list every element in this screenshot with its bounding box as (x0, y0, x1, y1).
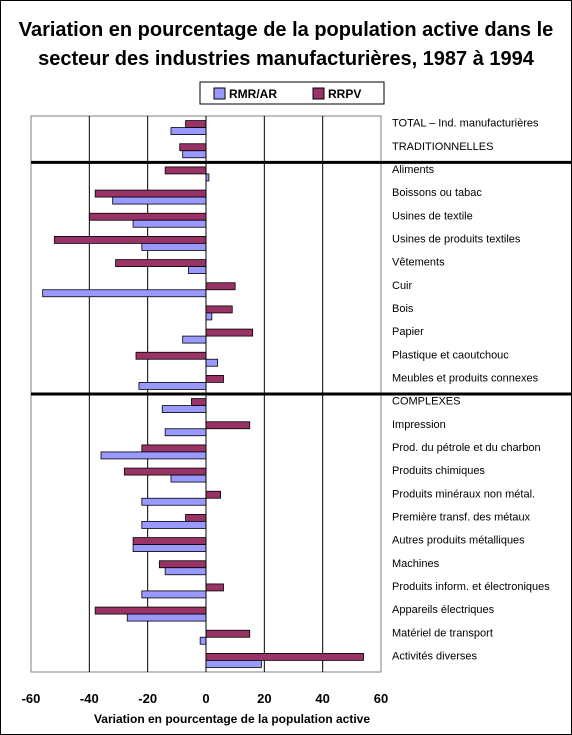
bar-rmr-ar-9 (182, 335, 207, 344)
category-label: TOTAL – Ind. manufacturières (392, 118, 539, 130)
bar-rrpv-13 (205, 421, 251, 430)
category-label: Première transf. des métaux (392, 511, 531, 523)
bar-rrpv-3 (94, 189, 207, 198)
x-tick-label: -60 (22, 691, 41, 706)
bar-rmr-ar-11 (138, 382, 207, 390)
bar-rmr-ar-12 (161, 405, 207, 413)
bar-rrpv-16 (205, 490, 221, 499)
bar-rrpv-7 (205, 282, 236, 291)
category-label: Papier (392, 326, 424, 338)
category-label: Matériel de transport (392, 627, 493, 639)
bar-rmr-ar-16 (141, 497, 207, 506)
category-label: Activités diverses (392, 650, 477, 662)
category-label: Cuir (392, 280, 413, 292)
bar-rrpv-20 (205, 583, 224, 592)
group-separators (31, 160, 572, 396)
chart-title: Variation en pourcentage de la populatio… (18, 19, 554, 70)
bar-rrpv-19 (158, 560, 207, 569)
bar-rmr-ar-20 (141, 590, 207, 599)
x-tick-label: -20 (138, 691, 157, 706)
bar-rrpv-6 (115, 259, 207, 267)
category-label: Produits minéraux non métal. (392, 488, 535, 500)
category-label: Impression (392, 419, 446, 431)
category-label: Prod. du pétrole et du charbon (392, 442, 541, 454)
category-label: Machines (392, 558, 440, 570)
bar-rrpv-14 (141, 444, 207, 453)
x-axis-label: Variation en pourcentage de la populatio… (94, 712, 370, 726)
bar-rmr-ar-3 (112, 196, 207, 205)
category-label: Produits chimiques (392, 465, 485, 477)
bar-rmr-ar-17 (141, 521, 207, 529)
bar-rmr-ar-18 (132, 544, 207, 552)
bar-rrpv-4 (88, 212, 207, 221)
category-label: TRADITIONNELLES (392, 141, 493, 153)
bar-rmr-ar-14 (100, 451, 207, 460)
category-label: Appareils électriques (392, 604, 495, 616)
bar-rrpv-2 (164, 166, 207, 175)
bar-rmr-ar-10 (205, 358, 219, 367)
legend-label-rmr-ar: RMR/AR (229, 87, 277, 101)
bar-rrpv-10 (135, 351, 207, 360)
bar-rrpv-23 (205, 653, 364, 661)
bar-rrpv-21 (94, 606, 207, 615)
bar-rmr-ar-21 (126, 613, 207, 622)
bar-rrpv-9 (205, 328, 254, 337)
bar-rrpv-15 (123, 467, 207, 476)
category-label: Plastique et caoutchouc (392, 349, 509, 361)
category-label: Meubles et produits connexes (392, 372, 539, 384)
x-tick-label: 0 (202, 691, 209, 706)
bar-rrpv-17 (185, 514, 207, 522)
category-label: Produits inform. et électroniques (392, 581, 550, 593)
category-label: Bois (392, 303, 414, 315)
bar-rrpv-18 (132, 537, 207, 545)
bar-rmr-ar-8 (205, 312, 213, 321)
x-tick-labels: -60 -40 -20 0 20 40 60 (22, 691, 389, 706)
bar-rmr-ar-7 (42, 289, 207, 298)
bar-rrpv-5 (53, 236, 207, 244)
bar-rmr-ar-19 (164, 567, 207, 576)
bar-rmr-ar-6 (188, 266, 207, 274)
legend-swatch-rrpv (312, 87, 325, 100)
category-label: Autres produits métalliques (392, 535, 525, 547)
bar-rmr-ar-15 (170, 474, 207, 483)
bar-rrpv-12 (191, 398, 207, 406)
bar-rrpv-8 (205, 305, 233, 314)
category-labels: TOTAL – Ind. manufacturières TRADITIONNEL… (392, 118, 550, 663)
legend: RMR/AR RRPV (199, 81, 385, 105)
category-label: Usines de textile (392, 210, 473, 222)
category-label: COMPLEXES (392, 396, 460, 408)
legend-label-rrpv: RRPV (328, 87, 361, 101)
bar-rmr-ar-0 (170, 127, 207, 135)
bar-rmr-ar-22 (199, 636, 207, 645)
bar-rmr-ar-5 (141, 243, 207, 251)
x-tick-label: 60 (374, 691, 388, 706)
category-label: Aliments (392, 164, 435, 176)
category-label: Usines de produits textiles (392, 233, 521, 245)
x-tick-label: 20 (257, 691, 271, 706)
bar-rmr-ar-1 (182, 150, 207, 159)
x-tick-label: -40 (80, 691, 99, 706)
bar-rmr-ar-13 (164, 428, 207, 437)
bars (42, 116, 364, 672)
bar-rrpv-0 (185, 120, 207, 128)
category-label: Vêtements (392, 257, 445, 269)
legend-box (199, 81, 385, 105)
bar-rrpv-11 (205, 375, 224, 383)
bar-rmr-ar-4 (132, 219, 207, 228)
x-tick-label: 40 (315, 691, 329, 706)
legend-swatch-rmr-ar (213, 87, 226, 100)
bar-rmr-ar-23 (205, 660, 262, 668)
bar-rrpv-1 (179, 143, 207, 152)
bar-rrpv-22 (205, 629, 251, 638)
category-label: Boissons ou tabac (392, 187, 482, 199)
